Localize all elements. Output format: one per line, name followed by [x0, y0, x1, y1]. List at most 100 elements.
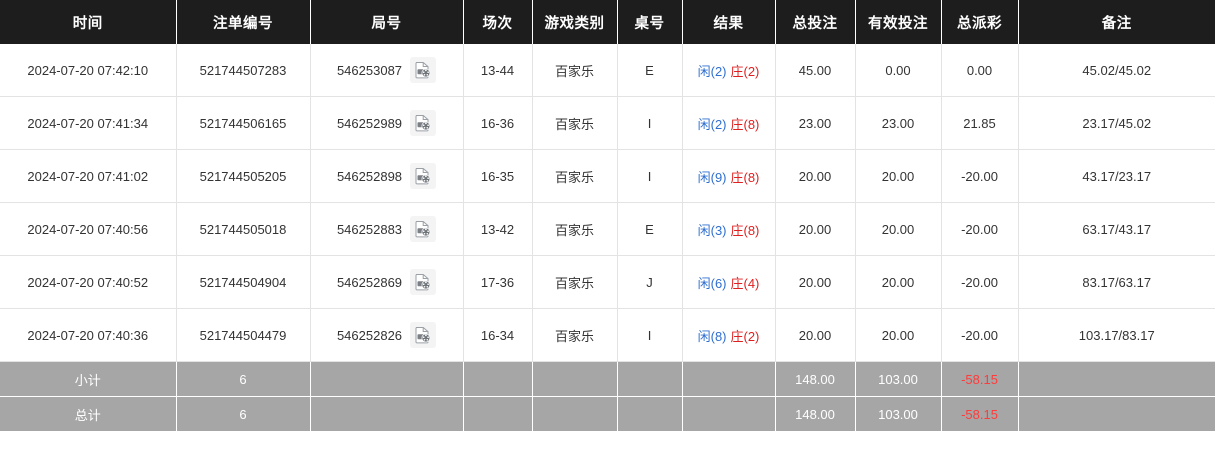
table-row: 2024-07-20 07:40:52 521744504904 546252869…	[0, 255, 1215, 309]
cell-time: 2024-07-20 07:40:36	[0, 308, 177, 362]
cell-session: 13-44	[463, 44, 533, 97]
column-header-remark[interactable]: 备注	[1018, 0, 1215, 44]
cell-result: 闲(3) 庄(8)	[682, 202, 776, 256]
summary-table-no	[617, 361, 683, 397]
result-player-score: 闲(8)	[697, 328, 727, 344]
cell-valid-bet: 20.00	[855, 149, 942, 203]
summary-row: 总计 6 148.00 103.00 -58.15	[0, 396, 1215, 431]
cell-total-bet[interactable]: 45.00	[775, 44, 856, 97]
cell-remark: 63.17/43.17	[1018, 202, 1215, 256]
round-no-text: 546252826	[336, 327, 403, 343]
cell-remark: 23.17/45.02	[1018, 96, 1215, 150]
round-no-text: 546252869	[336, 274, 403, 290]
result-player-score: 闲(9)	[697, 169, 727, 185]
column-header-time[interactable]: 时间	[0, 0, 177, 44]
column-header-result[interactable]: 结果	[682, 0, 776, 44]
cell-time: 2024-07-20 07:41:34	[0, 96, 177, 150]
column-header-round_no[interactable]: 局号	[310, 0, 464, 44]
video-file-icon[interactable]	[410, 110, 437, 136]
cell-result: 闲(8) 庄(2)	[682, 308, 776, 362]
cell-table-no: I	[617, 96, 683, 150]
cell-round-no: 546252883	[310, 202, 464, 256]
summary-total-payout: -58.15	[941, 396, 1019, 431]
cell-table-no: I	[617, 308, 683, 362]
cell-total-bet[interactable]: 20.00	[775, 255, 856, 309]
result-banker-score: 庄(2)	[730, 328, 760, 344]
video-file-icon[interactable]	[410, 216, 437, 242]
cell-bet-id: 521744507283	[176, 44, 311, 97]
summary-label: 小计	[0, 361, 177, 397]
column-header-valid_bet[interactable]: 有效投注	[855, 0, 942, 44]
summary-total-bet: 148.00	[775, 396, 856, 431]
result-banker-score: 庄(2)	[730, 63, 760, 79]
summary-valid-bet: 103.00	[855, 396, 942, 431]
cell-total-bet[interactable]: 23.00	[775, 96, 856, 150]
cell-remark: 43.17/23.17	[1018, 149, 1215, 203]
video-file-icon[interactable]	[410, 322, 437, 348]
cell-game-type: 百家乐	[532, 308, 618, 362]
table-row: 2024-07-20 07:41:34 521744506165 546252989…	[0, 96, 1215, 150]
cell-bet-id: 521744504904	[176, 255, 311, 309]
video-file-icon[interactable]	[410, 269, 437, 295]
result-player-score: 闲(6)	[697, 275, 727, 291]
round-no-wrapper: 546252883	[315, 216, 459, 242]
result-player-score: 闲(3)	[697, 222, 727, 238]
cell-table-no: E	[617, 44, 683, 97]
cell-total-bet[interactable]: 20.00	[775, 149, 856, 203]
round-no-wrapper: 546252989	[315, 110, 459, 136]
table-summary: 小计 6 148.00 103.00 -58.15 总计 6 148.00 103.00 -58.…	[0, 361, 1215, 431]
summary-round-no	[310, 396, 464, 431]
column-header-total_bet[interactable]: 总投注	[775, 0, 856, 44]
cell-game-type: 百家乐	[532, 255, 618, 309]
cell-valid-bet: 20.00	[855, 202, 942, 256]
cell-total-payout: -20.00	[941, 149, 1019, 203]
summary-result	[682, 361, 776, 397]
column-header-bet_id[interactable]: 注单编号	[176, 0, 311, 44]
summary-game-type	[532, 396, 618, 431]
cell-table-no: I	[617, 149, 683, 203]
cell-bet-id: 521744505205	[176, 149, 311, 203]
cell-game-type: 百家乐	[532, 44, 618, 97]
round-no-wrapper: 546252826	[315, 322, 459, 348]
round-no-text: 546252883	[336, 221, 403, 237]
header-row: 时间 注单编号 局号 场次 游戏类别 桌号 结果 总投注 有效投注 总派彩 备注	[0, 0, 1215, 44]
cell-total-bet[interactable]: 20.00	[775, 202, 856, 256]
cell-bet-id: 521744506165	[176, 96, 311, 150]
cell-round-no: 546252989	[310, 96, 464, 150]
column-header-total_payout[interactable]: 总派彩	[941, 0, 1019, 44]
cell-remark: 103.17/83.17	[1018, 308, 1215, 362]
cell-table-no: E	[617, 202, 683, 256]
column-header-game_type[interactable]: 游戏类别	[532, 0, 618, 44]
cell-result: 闲(2) 庄(2)	[682, 44, 776, 97]
result-player-score: 闲(2)	[697, 63, 727, 79]
cell-total-payout: 21.85	[941, 96, 1019, 150]
cell-round-no: 546252826	[310, 308, 464, 362]
cell-total-payout: 0.00	[941, 44, 1019, 97]
result-banker-score: 庄(8)	[730, 169, 760, 185]
cell-time: 2024-07-20 07:40:56	[0, 202, 177, 256]
summary-session	[463, 361, 533, 397]
column-header-table_no[interactable]: 桌号	[617, 0, 683, 44]
cell-result: 闲(6) 庄(4)	[682, 255, 776, 309]
cell-total-payout: -20.00	[941, 202, 1019, 256]
cell-result: 闲(9) 庄(8)	[682, 149, 776, 203]
summary-result	[682, 396, 776, 431]
round-no-text: 546253087	[336, 62, 403, 78]
table-row: 2024-07-20 07:41:02 521744505205 546252898…	[0, 149, 1215, 203]
cell-round-no: 546253087	[310, 44, 464, 97]
result-player-score: 闲(2)	[697, 116, 727, 132]
summary-round-no	[310, 361, 464, 397]
video-file-icon[interactable]	[410, 163, 437, 189]
round-no-wrapper: 546252898	[315, 163, 459, 189]
cell-game-type: 百家乐	[532, 202, 618, 256]
cell-total-bet[interactable]: 20.00	[775, 308, 856, 362]
video-file-icon[interactable]	[410, 57, 437, 83]
cell-session: 16-36	[463, 96, 533, 150]
cell-table-no: J	[617, 255, 683, 309]
cell-round-no: 546252898	[310, 149, 464, 203]
cell-valid-bet: 0.00	[855, 44, 942, 97]
round-no-text: 546252989	[336, 115, 403, 131]
summary-count: 6	[176, 361, 311, 397]
result-banker-score: 庄(8)	[730, 222, 760, 238]
column-header-session[interactable]: 场次	[463, 0, 533, 44]
